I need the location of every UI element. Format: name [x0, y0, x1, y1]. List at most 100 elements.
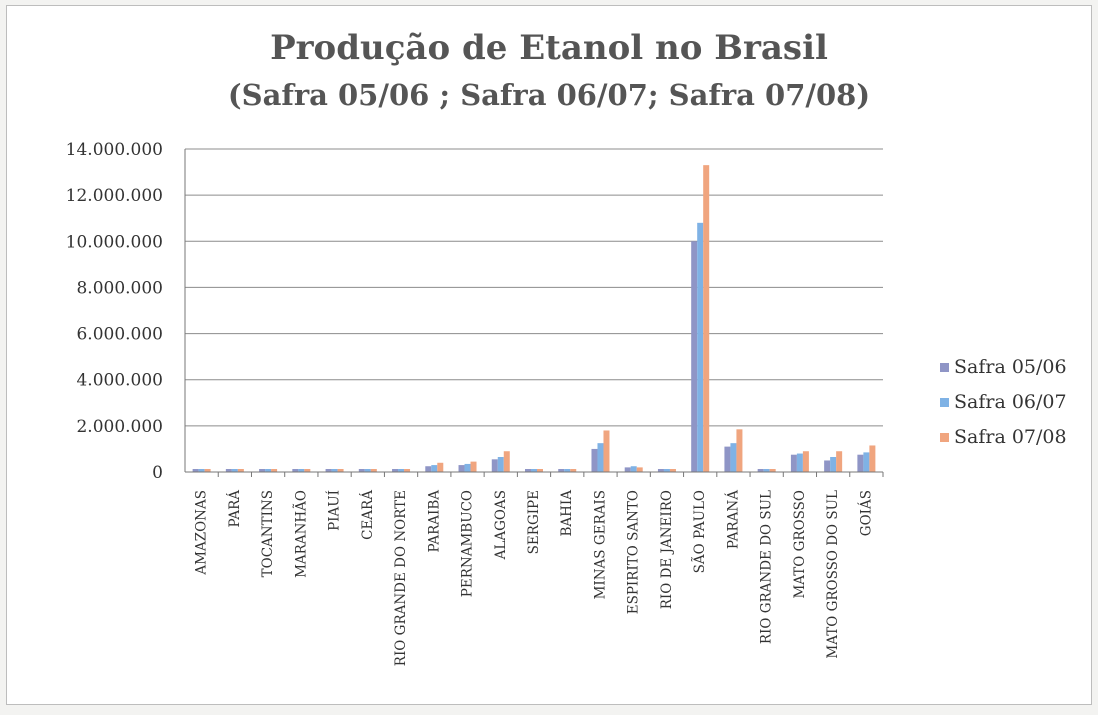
- bar: [204, 469, 211, 472]
- bar: [237, 469, 244, 472]
- x-tick-label: MATO GROSSO DO SUL: [825, 490, 841, 659]
- x-tick-label: PIAUÍ: [327, 490, 343, 531]
- bar: [591, 448, 598, 472]
- x-axis: AMAZONAS PARÁ TOCANTINS MARANHÃO PIAUÍ CEARÁ R…: [185, 471, 884, 666]
- bar: [398, 469, 405, 472]
- bar: [497, 457, 504, 472]
- x-tick-label: MINAS GERAIS: [592, 490, 608, 599]
- bar: [470, 461, 477, 472]
- chart-subtitle: (Safra 05/06 ; Safra 06/07; Safra 07/08): [227, 78, 871, 112]
- y-axis: 0 2.000.000 4.000.000 6.000.000 8.000.000 10.…: [66, 140, 186, 483]
- bar: [464, 463, 471, 472]
- bar: [364, 469, 371, 472]
- bar: [271, 469, 278, 472]
- bar: [525, 469, 531, 472]
- bar: [663, 469, 670, 472]
- bar: [730, 443, 737, 472]
- bar: [425, 466, 432, 472]
- bar: [192, 469, 199, 472]
- x-tick-label: ALAGOAS: [493, 490, 509, 560]
- legend-swatch: [940, 433, 949, 442]
- x-tick-label: AMAZONAS: [194, 490, 210, 576]
- bar: [198, 469, 205, 472]
- x-tick-label: MARANHÃO: [293, 490, 309, 578]
- bar: [769, 469, 776, 472]
- y-tick-label: 10.000.000: [66, 232, 163, 252]
- bar: [824, 460, 831, 472]
- x-tick-label: PARAIBA: [426, 490, 442, 553]
- bar: [724, 446, 731, 472]
- bar: [570, 469, 577, 472]
- bar: [225, 469, 232, 472]
- x-tick-label: CEARÁ: [360, 490, 376, 540]
- bar: [703, 165, 710, 472]
- bar: [292, 469, 299, 472]
- bar: [796, 453, 803, 472]
- bar: [503, 451, 510, 472]
- x-tick-label: TOCANTINS: [260, 490, 276, 577]
- bar: [304, 469, 311, 472]
- bar: [763, 469, 770, 472]
- bar: [836, 451, 843, 472]
- bar: [404, 469, 411, 472]
- x-tick-label: MATO GROSSO: [792, 490, 808, 599]
- x-tick-label: SÃO PAULO: [692, 490, 708, 573]
- bar: [259, 469, 266, 472]
- chart-frame: [6, 5, 1092, 705]
- bar: [636, 467, 643, 472]
- bar: [790, 454, 797, 472]
- bar: [597, 443, 604, 472]
- chart-title: Produção de Etanol no Brasil: [270, 28, 828, 68]
- bar: [657, 469, 664, 472]
- y-tick-label: 14.000.000: [66, 140, 163, 160]
- bar: [669, 469, 676, 472]
- bar: [802, 451, 809, 472]
- bar: [863, 452, 870, 472]
- bar: [697, 222, 704, 472]
- bar: [298, 469, 305, 472]
- bar: [370, 469, 377, 472]
- x-tick-label: RIO GRANDE DO SUL: [759, 490, 775, 644]
- legend-label: Safra 06/07: [954, 391, 1067, 413]
- bar: [757, 469, 764, 472]
- x-tick-label: SERGIPE: [526, 490, 542, 554]
- bar: [630, 466, 637, 472]
- bar: [564, 469, 571, 472]
- legend-label: Safra 07/08: [954, 426, 1067, 448]
- bar: [325, 469, 332, 472]
- x-tick-label: PARÁ: [227, 490, 243, 528]
- bar: [558, 469, 565, 472]
- legend: Safra 05/06 Safra 06/07 Safra 07/08: [940, 356, 1067, 448]
- bar: [331, 469, 338, 472]
- bar: [265, 469, 272, 472]
- bar: [869, 445, 876, 472]
- bar: [358, 469, 365, 472]
- x-tick-label: ESPIRITO SANTO: [626, 490, 642, 614]
- y-tick-label: 4.000.000: [76, 371, 163, 391]
- bar: [491, 459, 498, 472]
- bar: [603, 430, 610, 472]
- bar: [392, 469, 399, 472]
- y-tick-label: 0: [152, 463, 163, 483]
- bar: [624, 467, 631, 472]
- bar: [431, 465, 438, 472]
- bar: [437, 462, 444, 472]
- legend-label: Safra 05/06: [954, 356, 1067, 378]
- bar: [458, 465, 465, 472]
- bar: [857, 454, 864, 472]
- bar: [337, 469, 344, 472]
- x-tick-label: PARANÁ: [725, 490, 741, 549]
- x-tick-label: RIO GRANDE DO NORTE: [393, 490, 409, 666]
- x-tick-label: PERNAMBUCO: [460, 490, 476, 597]
- y-tick-label: 8.000.000: [76, 278, 163, 298]
- legend-swatch: [940, 363, 949, 372]
- y-tick-label: 2.000.000: [76, 417, 163, 437]
- bar: [691, 241, 698, 472]
- bar: [231, 469, 238, 472]
- x-tick-label: GOIÁS: [858, 490, 874, 536]
- gridlines: [185, 148, 883, 427]
- bar: [736, 429, 743, 472]
- y-tick-label: 12.000.000: [66, 186, 163, 206]
- bar: [531, 469, 537, 472]
